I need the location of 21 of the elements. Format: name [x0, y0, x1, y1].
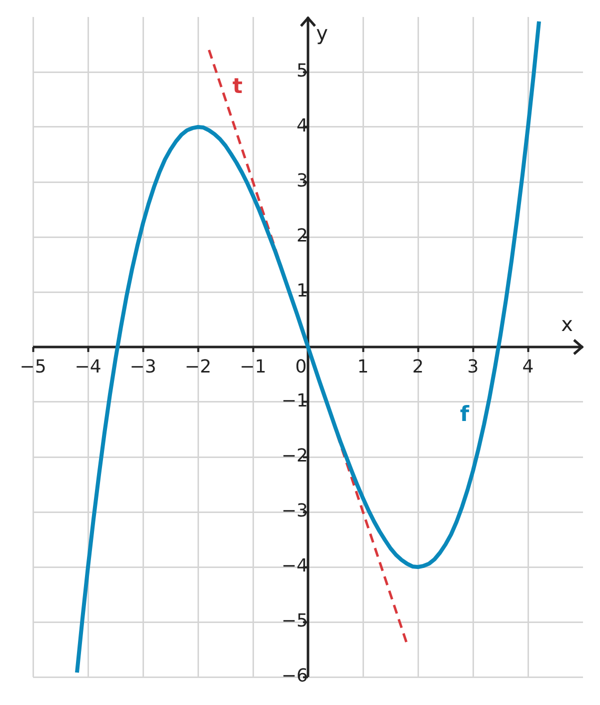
x-tick-label: 1	[357, 356, 369, 378]
x-tick-label: 3	[467, 356, 479, 378]
series-label: f	[460, 402, 470, 426]
y-tick-label: 1	[296, 280, 308, 302]
x-tick-label: −4	[74, 356, 102, 378]
x-axis-title: x	[561, 312, 574, 336]
x-tick-label: −1	[240, 356, 266, 378]
y-tick-label: −3	[281, 500, 308, 522]
y-tick-label: −6	[281, 666, 308, 687]
y-tick-label: 2	[296, 226, 308, 247]
x-tick-label: −3	[130, 356, 156, 378]
x-tick-label: −5	[20, 356, 46, 378]
x-tick-label: −2	[184, 356, 212, 378]
x-tick-label: 0	[295, 356, 307, 378]
y-tick-label: −1	[281, 390, 308, 412]
x-tick-label: 2	[412, 356, 424, 378]
y-axis-title: y	[316, 21, 328, 46]
series-label: t	[232, 74, 243, 98]
y-tick-label: −5	[281, 610, 308, 632]
y-tick-label: −2	[281, 446, 308, 467]
x-tick-label: 4	[522, 356, 534, 378]
